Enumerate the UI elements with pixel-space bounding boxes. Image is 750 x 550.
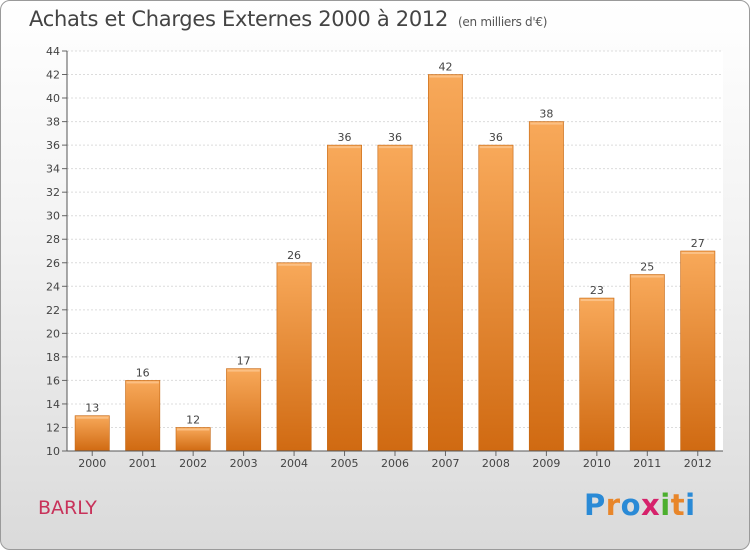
proxiti-logo: Proxiti: [584, 488, 696, 522]
y-tick-label: 42: [46, 69, 60, 82]
x-tick-label: 2005: [331, 457, 359, 470]
data-label: 42: [438, 61, 452, 74]
y-tick-label: 22: [46, 304, 60, 317]
logo-letter: P: [584, 488, 606, 522]
data-label: 36: [489, 131, 503, 144]
y-tick-label: 44: [46, 45, 60, 58]
bar-highlight: [328, 146, 361, 149]
bar-highlight: [681, 252, 714, 254]
logo-letter: o: [620, 488, 642, 522]
bar-highlight: [530, 122, 563, 125]
chart-title-text: Achats et Charges Externes 2000 à 2012: [29, 7, 449, 31]
x-tick-label: 2007: [431, 457, 459, 470]
bar: [680, 250, 716, 452]
bar: [226, 368, 262, 452]
y-tick-label: 18: [46, 351, 60, 364]
x-tick-label: 2008: [482, 457, 510, 470]
x-tick-label: 2003: [230, 457, 258, 470]
x-tick-label: 2012: [684, 457, 712, 470]
y-tick-label: 32: [46, 186, 60, 199]
logo-letter: i: [660, 488, 671, 522]
y-tick-label: 34: [46, 163, 60, 176]
y-tick-label: 26: [46, 257, 60, 270]
bar-highlight: [631, 275, 664, 278]
x-tick-label: 2009: [532, 457, 560, 470]
data-label: 12: [186, 413, 200, 426]
x-tick-label: 2000: [78, 457, 106, 470]
x-tick-label: 2006: [381, 457, 409, 470]
x-tick-label: 2001: [129, 457, 157, 470]
data-label: 36: [388, 131, 402, 144]
bar-highlight: [126, 381, 159, 384]
chart-title: Achats et Charges Externes 2000 à 2012 (e…: [29, 7, 547, 31]
data-label: 17: [237, 355, 251, 368]
bar: [276, 262, 312, 452]
bar: [175, 427, 211, 452]
chart-subtitle: (en milliers d'€): [458, 15, 548, 29]
y-tick-label: 36: [46, 139, 60, 152]
data-label: 38: [539, 108, 553, 121]
y-tick-label: 40: [46, 92, 60, 105]
y-tick-label: 14: [46, 398, 60, 411]
bar: [579, 297, 615, 452]
bar-highlight: [277, 263, 311, 266]
logo-letter: t: [670, 488, 686, 522]
data-label: 36: [338, 131, 352, 144]
bar: [629, 274, 665, 452]
data-label: 27: [691, 237, 705, 250]
place-label: BARLY: [38, 497, 97, 519]
bar-highlight: [176, 428, 210, 431]
logo-letter: x: [641, 488, 661, 522]
y-tick-label: 16: [46, 374, 60, 387]
bar: [74, 415, 110, 452]
bar: [377, 144, 413, 452]
bar-highlight: [580, 299, 614, 302]
x-tick-label: 2002: [179, 457, 207, 470]
bar-highlight: [76, 416, 109, 419]
bar-highlight: [479, 146, 513, 149]
data-label: 13: [85, 402, 99, 415]
bar-highlight: [429, 75, 462, 78]
data-label: 25: [640, 261, 654, 274]
logo-letter: i: [685, 488, 696, 522]
bar: [428, 74, 463, 452]
bar: [478, 144, 514, 452]
y-tick-label: 12: [46, 421, 60, 434]
data-label: 16: [136, 366, 150, 379]
x-tick-label: 2011: [633, 457, 661, 470]
bar: [528, 121, 564, 452]
bar-highlight: [378, 146, 412, 149]
bar: [125, 380, 161, 452]
y-tick-label: 28: [46, 233, 60, 246]
bar: [327, 144, 362, 452]
data-label: 26: [287, 249, 301, 262]
logo-letter: r: [605, 488, 621, 522]
data-label: 23: [590, 284, 604, 297]
y-tick-label: 24: [46, 280, 60, 293]
x-tick-label: 2010: [583, 457, 611, 470]
y-tick-label: 10: [46, 445, 60, 458]
y-tick-label: 20: [46, 327, 60, 340]
y-tick-label: 38: [46, 116, 60, 129]
x-tick-label: 2004: [280, 457, 308, 470]
y-tick-label: 30: [46, 210, 60, 223]
bar-highlight: [227, 369, 260, 372]
